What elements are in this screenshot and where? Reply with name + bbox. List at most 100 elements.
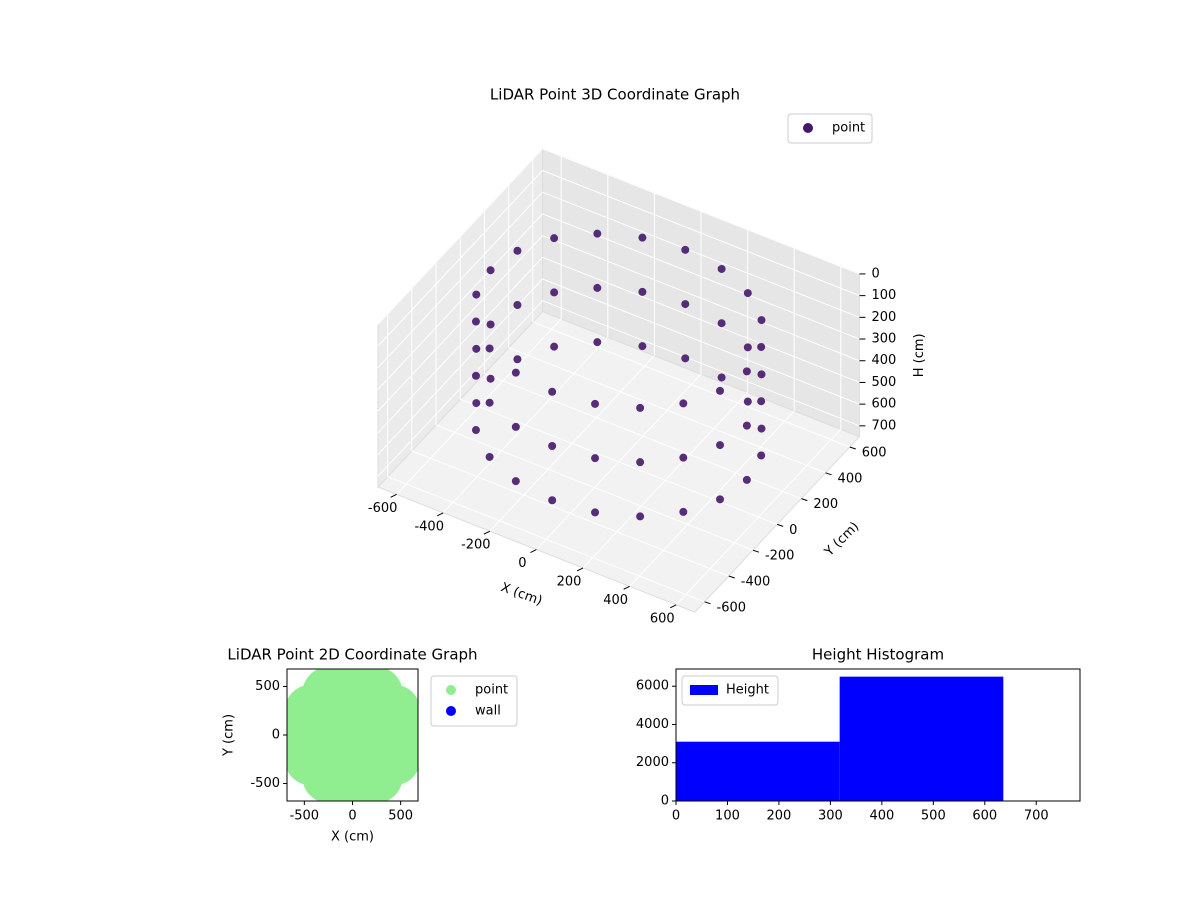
point <box>485 398 494 407</box>
x-tick-label: 600 <box>972 809 997 824</box>
legend-marker <box>803 123 813 133</box>
grid-line <box>377 256 860 434</box>
bar <box>676 741 840 801</box>
point <box>679 507 688 516</box>
grid-line <box>582 229 749 569</box>
grid-line <box>536 211 702 550</box>
x-tick-label: -600 <box>368 501 398 516</box>
point <box>757 316 766 325</box>
x-tick-label: 0 <box>518 556 526 571</box>
point <box>511 477 520 486</box>
point <box>716 386 725 395</box>
grid-line <box>377 278 860 455</box>
x-axis-label: X (cm) <box>499 580 545 609</box>
y-tick-label: -500 <box>250 776 280 791</box>
x-tick-label: 700 <box>1024 809 1049 824</box>
point <box>636 512 645 521</box>
x-tick <box>623 585 630 590</box>
point <box>472 399 481 408</box>
x-tick-label: 0 <box>348 809 356 824</box>
legend-marker <box>446 706 456 716</box>
point <box>679 399 688 408</box>
point <box>681 354 690 363</box>
y-axis-label: Y (cm) <box>821 519 862 560</box>
point <box>511 368 520 377</box>
point <box>716 441 725 450</box>
point <box>591 454 600 463</box>
legend-label: wall <box>475 704 501 719</box>
x-tick-label: -400 <box>414 519 444 534</box>
x-tick-label: -200 <box>461 538 491 553</box>
grid-line <box>532 159 850 448</box>
point <box>486 266 495 275</box>
z-tick-label: 300 <box>871 332 896 347</box>
x-tick-label: 500 <box>921 809 946 824</box>
x-tick-label: 200 <box>557 574 582 589</box>
x-tick-label: 100 <box>715 809 740 824</box>
point <box>717 319 726 328</box>
grid-line <box>377 148 860 325</box>
legend-box <box>681 675 779 706</box>
grid-line <box>377 191 860 368</box>
y-tick-label: 6000 <box>636 679 669 694</box>
point <box>486 374 495 383</box>
point <box>636 403 645 412</box>
y-tick-label: -400 <box>741 575 771 590</box>
point <box>471 371 480 380</box>
x-tick-label: 500 <box>388 809 413 824</box>
y-tick <box>704 601 711 605</box>
grid-line <box>411 288 729 577</box>
z-axis-label: H (cm) <box>912 333 927 377</box>
x-tick <box>530 549 537 554</box>
grid-line <box>675 266 842 606</box>
z-tick-label: 100 <box>871 288 896 303</box>
point <box>757 342 766 351</box>
z-tick-label: 500 <box>871 375 896 390</box>
point <box>471 426 480 435</box>
grid-line <box>442 174 609 514</box>
x-tick-label: 600 <box>650 611 675 626</box>
point <box>743 289 752 298</box>
grid-line <box>483 210 802 500</box>
point <box>591 399 600 408</box>
grid-line <box>459 236 778 525</box>
x-tick <box>437 512 444 517</box>
point <box>757 451 766 460</box>
grid-line <box>489 192 655 532</box>
z-tick-label: 0 <box>871 266 879 281</box>
point <box>593 229 602 238</box>
point <box>486 320 495 329</box>
y-tick <box>752 549 760 553</box>
point <box>638 287 647 296</box>
point <box>485 344 494 353</box>
point <box>548 387 557 396</box>
point <box>368 733 418 786</box>
x-tick <box>390 493 397 498</box>
grid-line <box>377 213 860 390</box>
point <box>550 342 559 351</box>
y-tick-label: -600 <box>717 600 747 615</box>
bar <box>839 676 1004 801</box>
point <box>681 300 690 309</box>
point <box>743 397 752 406</box>
point <box>679 453 688 462</box>
z-tick-label: 600 <box>871 397 896 412</box>
point <box>472 290 481 299</box>
point <box>757 424 766 433</box>
point <box>485 452 494 461</box>
point <box>593 283 602 292</box>
chart-title: LiDAR Point 2D Coordinate Graph <box>227 646 477 664</box>
point <box>636 458 645 467</box>
x-tick-label: 400 <box>869 809 894 824</box>
x-tick <box>670 604 677 609</box>
y-tick <box>728 575 735 579</box>
grid-line <box>387 313 705 603</box>
y-tick <box>777 523 784 527</box>
x-tick-label: 200 <box>767 809 792 824</box>
legend-label: point <box>832 121 865 136</box>
point <box>550 234 559 243</box>
point <box>548 496 557 505</box>
y-tick-label: 0 <box>272 728 280 743</box>
y-tick-label: 200 <box>813 497 838 512</box>
